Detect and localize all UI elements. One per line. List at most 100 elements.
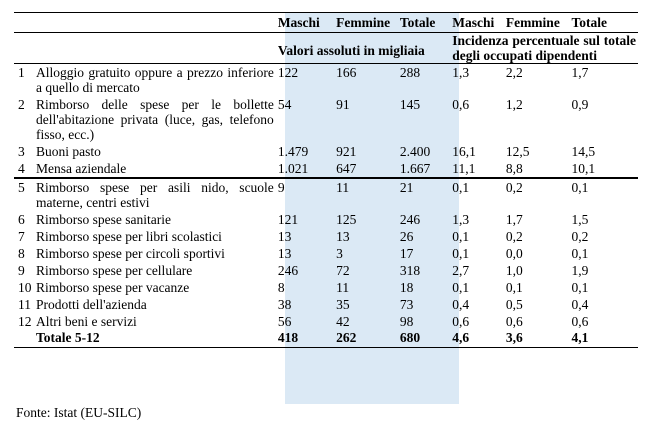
total-totale-pct: 4,1 bbox=[569, 330, 638, 348]
cell-maschi-pct: 2,7 bbox=[452, 263, 470, 278]
row-label: Altri beni e servizi bbox=[35, 314, 137, 329]
row-number: 6 bbox=[18, 212, 25, 227]
cell-maschi-pct: 1,3 bbox=[452, 65, 470, 80]
benefits-table: Maschi Femmine Totale Maschi Femmine Tot… bbox=[14, 12, 638, 348]
cell-femmine-abs: 42 bbox=[336, 314, 350, 329]
cell-maschi-abs: 1.479 bbox=[277, 144, 309, 159]
table-row: 5 Rimborso spese per asili nido, scuole m… bbox=[14, 178, 638, 211]
cell-totale-abs: 1.667 bbox=[399, 161, 431, 176]
row-number: 9 bbox=[18, 263, 25, 278]
table-row: 7 Rimborso spese per libri scolastici 13 13… bbox=[14, 228, 638, 245]
cell-femmine-abs: 125 bbox=[336, 212, 357, 227]
cell-femmine-abs: 921 bbox=[336, 144, 357, 159]
cell-totale-abs: 246 bbox=[399, 212, 421, 227]
total-femmine-abs: 262 bbox=[334, 330, 398, 348]
table-row: 3 Buoni pasto 1.479 921 2.400 16,1 12,5 14,5 bbox=[14, 143, 638, 160]
row-label: Rimborso spese per libri scolastici bbox=[35, 229, 222, 244]
cell-totale-pct: 0,1 bbox=[571, 246, 589, 261]
row-label: Rimborso spese per cellulare bbox=[35, 263, 193, 278]
cell-femmine-pct: 0,2 bbox=[505, 229, 523, 244]
header-femmine-pct: Femmine bbox=[505, 15, 560, 30]
cell-maschi-pct: 0,6 bbox=[452, 97, 470, 112]
total-maschi-pct: 4,6 bbox=[450, 330, 504, 348]
cell-totale-abs: 145 bbox=[399, 97, 421, 112]
header-totale-pct: Totale bbox=[571, 15, 607, 30]
row-number: 8 bbox=[18, 246, 25, 261]
cell-maschi-abs: 121 bbox=[277, 212, 299, 227]
table-row: 2 Rimborso delle spese per le bollette de… bbox=[14, 96, 638, 143]
cell-femmine-abs: 3 bbox=[336, 246, 343, 261]
cell-maschi-abs: 54 bbox=[277, 97, 292, 112]
row-number: 1 bbox=[18, 65, 25, 80]
row-label: Prodotti dell'azienda bbox=[35, 297, 147, 312]
total-label: Totale 5-12 bbox=[33, 330, 276, 348]
row-label: Mensa aziendale bbox=[35, 161, 127, 176]
cell-maschi-pct: 0,1 bbox=[452, 180, 470, 195]
cell-femmine-pct: 12,5 bbox=[505, 144, 530, 159]
row-label: Rimborso spese per vacanze bbox=[35, 280, 190, 295]
cell-maschi-abs: 56 bbox=[277, 314, 292, 329]
cell-femmine-pct: 0,5 bbox=[505, 297, 523, 312]
table-row: 12 Altri beni e servizi 56 42 98 0,6 0,6 0,6 bbox=[14, 313, 638, 330]
cell-totale-abs: 73 bbox=[399, 297, 414, 312]
cell-totale-pct: 1,7 bbox=[571, 65, 589, 80]
cell-femmine-abs: 91 bbox=[336, 97, 350, 112]
table-row: 1 Alloggio gratuito oppure a prezzo infer… bbox=[14, 64, 638, 97]
cell-totale-abs: 98 bbox=[399, 314, 414, 329]
header-row-units: Valori assoluti in migliaia Incidenza pe… bbox=[14, 33, 638, 64]
cell-maschi-abs: 13 bbox=[277, 229, 292, 244]
row-number: 10 bbox=[18, 280, 32, 295]
cell-totale-abs: 26 bbox=[399, 229, 414, 244]
cell-maschi-pct: 16,1 bbox=[452, 144, 476, 159]
cell-femmine-abs: 647 bbox=[336, 161, 357, 176]
total-femmine-pct: 3,6 bbox=[503, 330, 570, 348]
source-note: Fonte: Istat (EU-SILC) bbox=[16, 405, 142, 420]
cell-totale-abs: 318 bbox=[399, 263, 421, 278]
cell-maschi-pct: 0,6 bbox=[452, 314, 470, 329]
row-label: Rimborso spese sanitarie bbox=[35, 212, 171, 227]
cell-femmine-pct: 0,2 bbox=[505, 180, 523, 195]
cell-maschi-pct: 0,1 bbox=[452, 229, 470, 244]
table-row: 10 Rimborso spese per vacanze 8 11 18 0,1 0,1 0… bbox=[14, 279, 638, 296]
cell-totale-pct: 0,4 bbox=[571, 297, 589, 312]
total-maschi-abs: 418 bbox=[275, 330, 335, 348]
cell-femmine-pct: 0,0 bbox=[505, 246, 523, 261]
cell-femmine-pct: 1,0 bbox=[505, 263, 523, 278]
row-number: 2 bbox=[18, 97, 25, 112]
cell-totale-pct: 0,1 bbox=[571, 280, 589, 295]
cell-totale-pct: 10,1 bbox=[571, 161, 596, 176]
cell-femmine-pct: 0,6 bbox=[505, 314, 523, 329]
row-label: Rimborso spese per asili nido, scuole ma… bbox=[35, 180, 274, 210]
row-label: Rimborso spese per circoli sportivi bbox=[35, 246, 225, 261]
row-number: 3 bbox=[18, 144, 25, 159]
cell-totale-abs: 2.400 bbox=[399, 144, 431, 159]
cell-totale-abs: 17 bbox=[399, 246, 414, 261]
cell-femmine-abs: 13 bbox=[336, 229, 350, 244]
table-row: 8 Rimborso spese per circoli sportivi 13 3 1… bbox=[14, 245, 638, 262]
cell-maschi-pct: 0,1 bbox=[452, 280, 470, 295]
cell-femmine-abs: 11 bbox=[336, 180, 350, 195]
header-empty bbox=[34, 13, 276, 33]
cell-femmine-abs: 72 bbox=[336, 263, 350, 278]
cell-totale-abs: 288 bbox=[399, 65, 421, 80]
cell-totale-abs: 21 bbox=[399, 180, 414, 195]
cell-totale-pct: 0,1 bbox=[571, 180, 589, 195]
cell-maschi-abs: 246 bbox=[277, 263, 299, 278]
cell-totale-pct: 0,6 bbox=[571, 314, 589, 329]
cell-femmine-pct: 2,2 bbox=[505, 65, 523, 80]
table-row: 9 Rimborso spese per cellulare 246 72 318 2,7… bbox=[14, 262, 638, 279]
cell-maschi-abs: 8 bbox=[277, 280, 285, 295]
cell-totale-pct: 14,5 bbox=[571, 144, 596, 159]
cell-maschi-abs: 9 bbox=[277, 180, 285, 195]
cell-maschi-pct: 0,4 bbox=[452, 297, 470, 312]
row-number: 12 bbox=[18, 314, 32, 329]
cell-totale-pct: 1,5 bbox=[571, 212, 589, 227]
cell-femmine-pct: 8,8 bbox=[505, 161, 523, 176]
cell-totale-abs: 18 bbox=[399, 280, 414, 295]
row-number: 4 bbox=[18, 161, 25, 176]
row-label: Rimborso delle spese per le bollette del… bbox=[35, 97, 274, 142]
cell-femmine-abs: 35 bbox=[336, 297, 350, 312]
header-valori-assoluti: Valori assoluti in migliaia bbox=[277, 43, 425, 58]
cell-maschi-pct: 0,1 bbox=[452, 246, 470, 261]
row-number: 7 bbox=[18, 229, 25, 244]
